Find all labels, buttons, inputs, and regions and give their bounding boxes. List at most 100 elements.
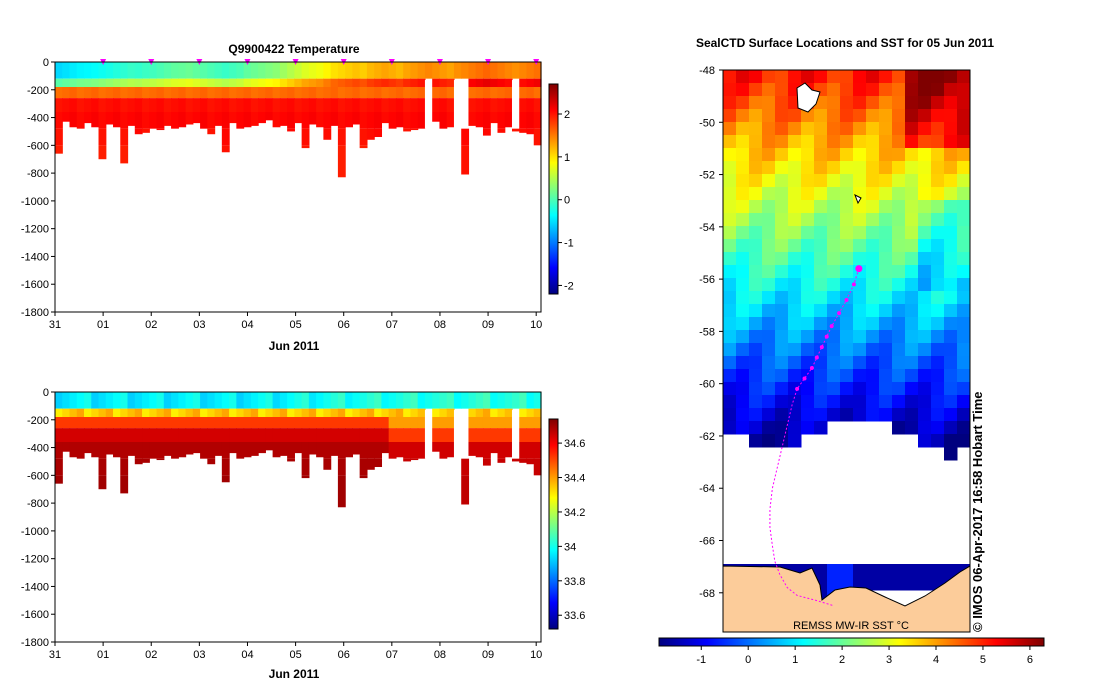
section-cell <box>439 417 448 429</box>
section-cell <box>105 442 114 455</box>
section-cell <box>84 408 92 417</box>
section-cell <box>337 78 346 87</box>
sst-cell <box>879 564 893 578</box>
section-cell <box>69 78 78 87</box>
section-cell <box>366 87 375 99</box>
section-cell <box>395 392 404 409</box>
section-cell <box>395 428 404 442</box>
section-cell <box>337 62 346 79</box>
sst-cell <box>788 135 802 149</box>
sst-cell <box>801 187 815 201</box>
salinity-colorbar-ticks: 33.6 33.8 34 34.2 34.4 34.6 <box>558 438 585 622</box>
section-cell <box>272 98 281 112</box>
sst-cell <box>814 421 828 435</box>
sst-cell <box>788 239 802 253</box>
section-cell <box>134 62 143 79</box>
sst-cell <box>918 109 932 123</box>
sst-cell <box>775 265 789 279</box>
sst-cell <box>827 122 841 136</box>
section-cell <box>504 62 513 79</box>
sst-cell <box>866 174 880 188</box>
section-cell <box>171 98 179 112</box>
section-cell <box>142 442 150 459</box>
sst-cell <box>749 408 763 422</box>
section-cell <box>287 78 295 87</box>
section-cell <box>352 62 361 79</box>
sst-cell <box>814 265 828 279</box>
section-cell <box>359 442 368 459</box>
section-cell <box>91 98 100 112</box>
y-tick-label: -1600 <box>21 279 49 291</box>
section-cell <box>156 408 165 417</box>
section-cell <box>446 392 455 409</box>
section-cell <box>84 392 92 409</box>
sst-cell <box>827 226 841 240</box>
sst-cell <box>957 291 970 305</box>
sst-cell <box>827 174 841 188</box>
section-cell <box>432 78 441 87</box>
sst-cell <box>853 109 867 123</box>
sst-cell <box>840 408 854 422</box>
section-cell <box>178 62 187 79</box>
sst-cell <box>801 213 815 227</box>
sst-cell <box>905 408 919 422</box>
section-cell <box>359 428 368 442</box>
section-cell <box>359 87 368 99</box>
y-tick-label: -1200 <box>21 554 49 566</box>
section-cell <box>120 428 129 442</box>
sst-cell <box>957 70 970 84</box>
x-tick-label: 07 <box>386 649 398 661</box>
sst-cell <box>788 291 802 305</box>
sst-cell <box>918 395 932 409</box>
sst-cell <box>827 83 841 97</box>
section-cell <box>301 408 310 417</box>
y-tick-label: -200 <box>27 415 49 427</box>
section-cell <box>279 408 288 417</box>
section-cell <box>113 98 121 112</box>
colorbar-tick-label: 0 <box>564 195 570 207</box>
section-cell <box>381 62 390 79</box>
sst-cell <box>762 356 776 370</box>
sst-cell <box>944 161 958 175</box>
section-cell <box>316 428 324 442</box>
sst-cell <box>827 265 841 279</box>
section-cell <box>468 62 477 79</box>
sst-cell <box>736 161 750 175</box>
section-cell <box>482 417 491 429</box>
section-cell <box>497 112 506 129</box>
sst-cell <box>853 213 867 227</box>
sst-cell <box>762 213 776 227</box>
sst-cell <box>762 122 776 136</box>
section-cell <box>337 442 346 459</box>
y-tick-label: -1800 <box>21 307 49 319</box>
section-cell <box>127 62 136 79</box>
section-cell <box>221 392 230 409</box>
section-cell <box>330 78 339 87</box>
section-cell <box>403 87 412 99</box>
sst-cell <box>918 317 932 331</box>
sst-cell <box>749 109 763 123</box>
sst-colorbar-tick-label: 6 <box>1027 654 1033 666</box>
section-cell <box>207 442 216 459</box>
sst-cell <box>957 122 970 136</box>
section-cell <box>84 78 92 87</box>
section-cell <box>221 87 230 99</box>
section-cell <box>142 128 150 133</box>
y-tick-label: -1000 <box>21 196 49 208</box>
sst-cell <box>879 252 893 266</box>
section-cell <box>417 392 426 409</box>
section-cell <box>156 98 165 112</box>
section-cell <box>258 112 266 124</box>
section-cell <box>178 428 187 442</box>
section-cell <box>272 392 281 409</box>
section-cell <box>156 442 165 459</box>
x-tick-label: 01 <box>97 649 109 661</box>
sst-cell <box>931 122 945 136</box>
section-cell <box>91 78 100 87</box>
salinity-colorbar <box>548 418 559 630</box>
section-cell <box>316 392 324 409</box>
section-cell <box>98 112 107 129</box>
sst-product-label: REMSS MW-IR SST °C <box>793 620 909 632</box>
section-cell <box>410 417 419 429</box>
section-cell <box>446 408 455 417</box>
